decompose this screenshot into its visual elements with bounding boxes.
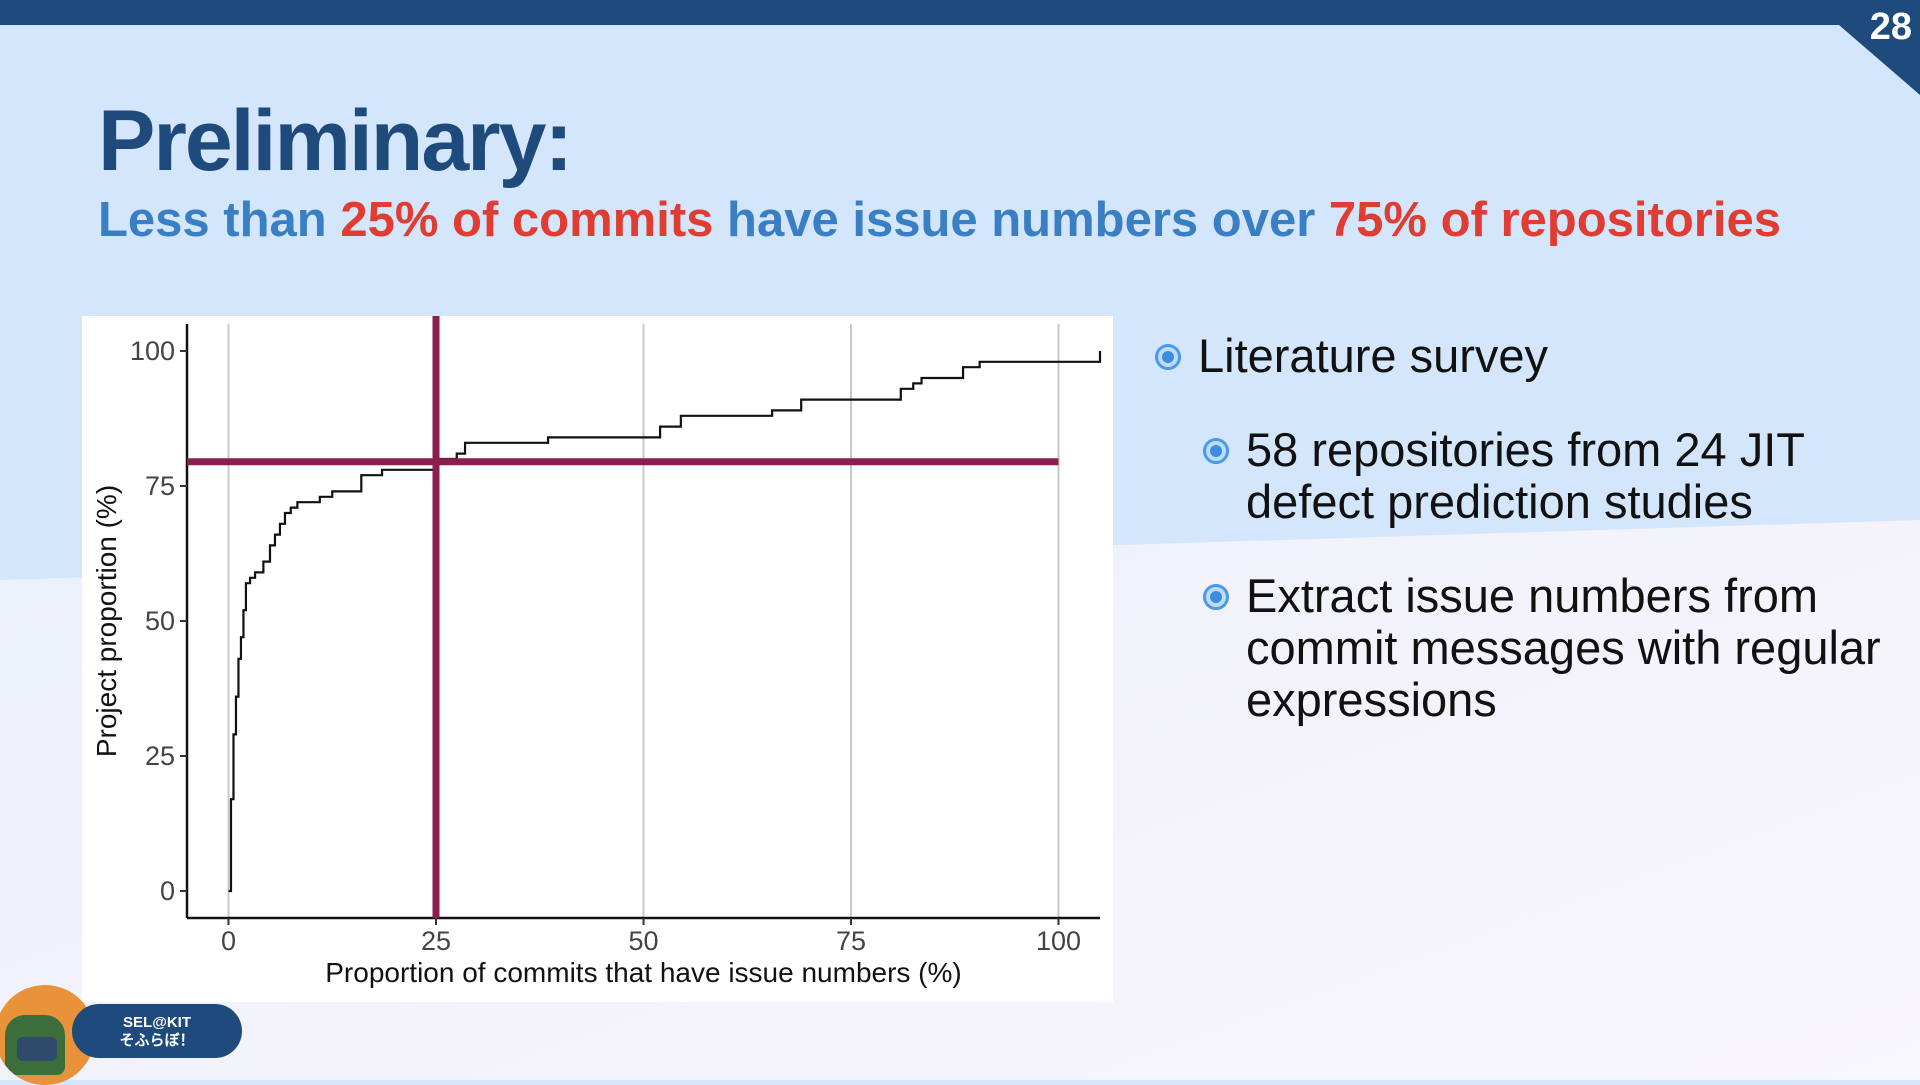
x-tick-label: 75 bbox=[836, 926, 866, 956]
mascot-face bbox=[17, 1037, 57, 1061]
bullet-dot-icon bbox=[1155, 344, 1181, 370]
subtitle-highlight-commits: 25% of commits bbox=[340, 193, 714, 247]
page-number: 28 bbox=[1869, 6, 1912, 48]
x-tick-label: 0 bbox=[221, 926, 236, 956]
x-tick-label: 25 bbox=[421, 926, 451, 956]
bullet-repositories: 58 repositories from 24 JIT defect predi… bbox=[1150, 424, 1890, 528]
ecdf-step-line bbox=[228, 351, 1102, 893]
top-bar bbox=[0, 0, 1920, 25]
x-tick-label: 50 bbox=[628, 926, 658, 956]
bullet-dot-icon bbox=[1203, 438, 1229, 464]
ecdf-chart: 0 25 50 75 100 0 25 50 75 100 Proportion of commit… bbox=[91, 316, 1102, 988]
bullet-dot-icon bbox=[1203, 584, 1229, 610]
slide-subtitle: Less than 25% of commits have issue numb… bbox=[98, 192, 1781, 248]
y-tick-label: 75 bbox=[145, 471, 175, 501]
x-tick-label: 100 bbox=[1036, 926, 1081, 956]
subtitle-part-3: have issue numbers over bbox=[713, 193, 1329, 247]
x-axis-label: Proportion of commits that have issue nu… bbox=[325, 957, 961, 988]
subtitle-part-1: Less than bbox=[98, 193, 341, 247]
y-tick-label: 50 bbox=[145, 606, 175, 636]
y-tick-label: 100 bbox=[130, 336, 175, 366]
y-tick-label: 25 bbox=[145, 741, 175, 771]
badge-line-2: そふらぼ！ bbox=[119, 1032, 195, 1049]
y-axis-label: Project proportion (%) bbox=[91, 485, 122, 757]
bullet-text: 58 repositories from 24 JIT defect predi… bbox=[1246, 423, 1805, 528]
bullet-text: Extract issue numbers from commit messag… bbox=[1246, 569, 1881, 726]
y-tick-label: 0 bbox=[160, 876, 175, 906]
lab-badge: SEL@KIT そふらぼ！ bbox=[72, 1004, 242, 1058]
badge-line-1: SEL@KIT bbox=[123, 1014, 191, 1031]
subtitle-highlight-repositories: 75% of repositories bbox=[1328, 193, 1781, 247]
bullet-literature-survey: Literature survey bbox=[1150, 330, 1890, 382]
bullet-list: Literature survey 58 repositories from 2… bbox=[1150, 330, 1890, 768]
slide-title: Preliminary: bbox=[98, 93, 573, 189]
chart-panel: 0 25 50 75 100 0 25 50 75 100 Proportion of commit… bbox=[82, 316, 1113, 1002]
bullet-extract-issue-numbers: Extract issue numbers from commit messag… bbox=[1150, 570, 1890, 726]
bullet-text: Literature survey bbox=[1198, 329, 1549, 382]
